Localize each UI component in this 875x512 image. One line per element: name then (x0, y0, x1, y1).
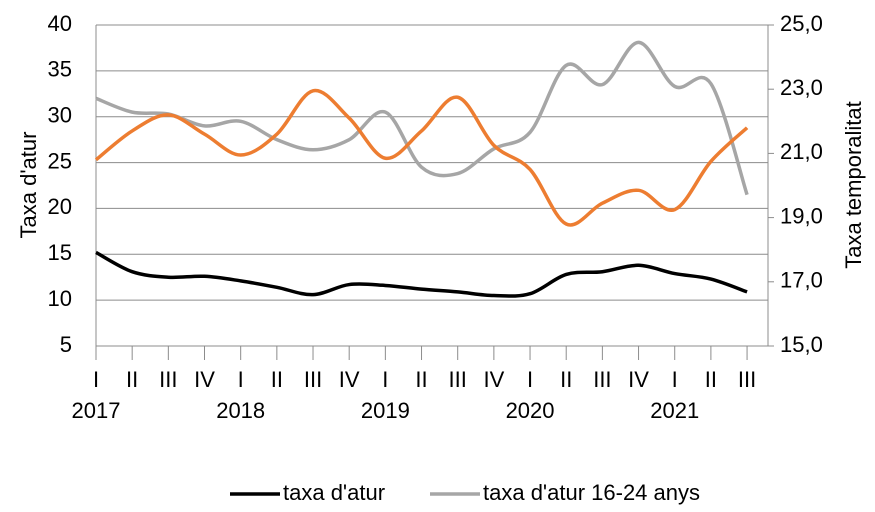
x-tick-label: IV (339, 367, 360, 392)
x-tick-label: I (382, 367, 388, 392)
y-tick-label: 5 (60, 332, 72, 357)
x-tick-label: I (672, 367, 678, 392)
y2-axis-label: Taxa temporalitat (841, 101, 866, 269)
x-tick-label: I (93, 367, 99, 392)
x-tick-label: III (738, 367, 756, 392)
x-tick-label: II (705, 367, 717, 392)
y-tick-label: 20 (48, 194, 72, 219)
y-tick-label: 25 (48, 148, 72, 173)
x-tick-label: III (449, 367, 467, 392)
x-tick-label: IV (483, 367, 504, 392)
y-tick-label: 40 (48, 11, 72, 36)
series-line (94, 88, 749, 227)
legend-label: taxa d'atur 16-24 anys (483, 480, 700, 505)
year-label: 2019 (361, 398, 410, 423)
y2-tick-label: 15,0 (780, 332, 823, 357)
x-tick-label: I (527, 367, 533, 392)
x-tick-label: II (271, 367, 283, 392)
x-tick-label: I (238, 367, 244, 392)
y2-tick-label: 25,0 (780, 11, 823, 36)
x-tick-label: III (159, 367, 177, 392)
y-axis-label: Taxa d'atur (16, 132, 41, 239)
series-line (95, 40, 749, 196)
y2-tick-label: 23,0 (780, 75, 823, 100)
x-tick-label: IV (194, 367, 215, 392)
year-label: 2018 (216, 398, 265, 423)
y2-tick-label: 21,0 (780, 139, 823, 164)
x-tick-label: III (304, 367, 322, 392)
y-tick-label: 35 (48, 57, 72, 82)
y2-tick-label: 17,0 (780, 268, 823, 293)
y-tick-label: 10 (48, 286, 72, 311)
x-tick-label: II (415, 367, 427, 392)
x-tick-label: IV (628, 367, 649, 392)
x-tick-label: II (126, 367, 138, 392)
y-tick-label: 15 (48, 240, 72, 265)
y-tick-label: 30 (48, 103, 72, 128)
legend-label: taxa d'atur (283, 480, 385, 505)
year-label: 2017 (72, 398, 121, 423)
series-line (95, 250, 748, 298)
x-tick-label: III (593, 367, 611, 392)
year-label: 2020 (506, 398, 555, 423)
year-label: 2021 (650, 398, 699, 423)
x-tick-label: II (560, 367, 572, 392)
y2-tick-label: 19,0 (780, 203, 823, 228)
